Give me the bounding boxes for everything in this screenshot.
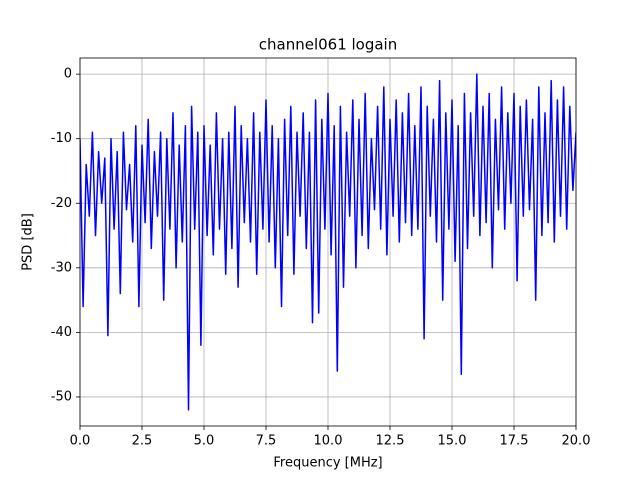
- y-tick-label: 0: [64, 67, 72, 82]
- x-axis-label: Frequency [MHz]: [273, 456, 382, 471]
- x-tick-label: 0.0: [70, 434, 91, 449]
- plot-frame: [79, 57, 577, 427]
- x-tick-label: 15.0: [438, 434, 467, 449]
- y-tick-label: -40: [51, 325, 72, 340]
- x-tick-label: 7.5: [256, 434, 277, 449]
- x-tick-label: 17.5: [500, 434, 529, 449]
- y-tick-label: -20: [51, 196, 72, 211]
- y-tick-label: -50: [51, 389, 72, 404]
- chart-title: channel061 logain: [259, 36, 398, 54]
- y-tick-label: -10: [51, 131, 72, 146]
- psd-line: [80, 73, 576, 411]
- y-axis-label: PSD [dB]: [21, 213, 36, 271]
- x-tick-label: 5.0: [194, 434, 215, 449]
- y-tick-label: -30: [51, 260, 72, 275]
- x-tick-label: 20.0: [562, 434, 591, 449]
- x-tick-label: 10.0: [314, 434, 343, 449]
- x-tick-label: 2.5: [132, 434, 153, 449]
- x-tick-label: 12.5: [376, 434, 405, 449]
